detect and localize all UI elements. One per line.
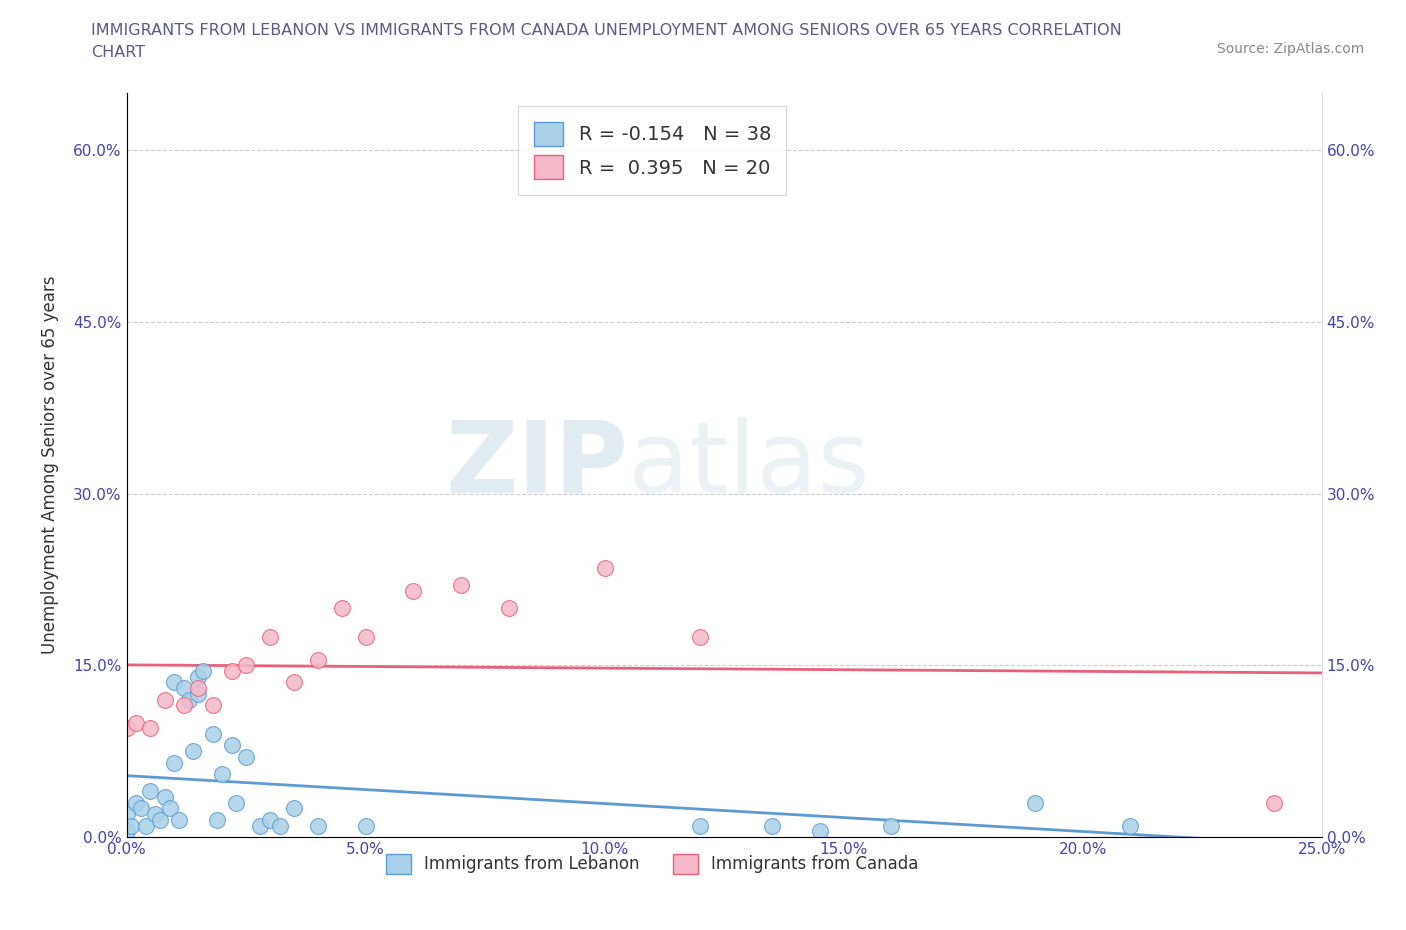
Point — [211, 766, 233, 781]
Point — [177, 692, 200, 707]
Point — [1024, 795, 1046, 810]
Point — [135, 818, 157, 833]
Text: Source: ZipAtlas.com: Source: ZipAtlas.com — [1216, 42, 1364, 56]
Point — [143, 806, 166, 821]
Point — [153, 790, 176, 804]
Point — [402, 583, 425, 598]
Point — [354, 818, 377, 833]
Point — [283, 801, 305, 816]
Point — [1263, 795, 1285, 810]
Point — [163, 755, 186, 770]
Point — [115, 824, 138, 839]
Point — [173, 681, 195, 696]
Point — [139, 721, 162, 736]
Point — [191, 664, 214, 679]
Point — [225, 795, 247, 810]
Point — [259, 630, 281, 644]
Point — [125, 715, 148, 730]
Point — [120, 818, 142, 833]
Point — [221, 664, 243, 679]
Point — [330, 601, 353, 616]
Point — [125, 795, 148, 810]
Point — [187, 681, 209, 696]
Point — [283, 675, 305, 690]
Point — [235, 750, 257, 764]
Point — [880, 818, 903, 833]
Point — [207, 813, 229, 828]
Point — [129, 801, 152, 816]
Point — [167, 813, 190, 828]
Point — [201, 726, 224, 741]
Point — [159, 801, 181, 816]
Text: IMMIGRANTS FROM LEBANON VS IMMIGRANTS FROM CANADA UNEMPLOYMENT AMONG SENIORS OVE: IMMIGRANTS FROM LEBANON VS IMMIGRANTS FR… — [91, 23, 1122, 38]
Point — [235, 658, 257, 672]
Text: atlas: atlas — [628, 417, 870, 513]
Point — [221, 738, 243, 753]
Point — [187, 686, 209, 701]
Point — [498, 601, 520, 616]
Point — [1119, 818, 1142, 833]
Point — [689, 818, 711, 833]
Point — [201, 698, 224, 712]
Point — [808, 824, 831, 839]
Point — [115, 806, 138, 821]
Point — [139, 784, 162, 799]
Text: CHART: CHART — [91, 45, 145, 60]
Text: ZIP: ZIP — [446, 417, 628, 513]
Point — [259, 813, 281, 828]
Point — [269, 818, 291, 833]
Point — [163, 675, 186, 690]
Point — [307, 818, 329, 833]
Point — [249, 818, 271, 833]
Point — [173, 698, 195, 712]
Point — [354, 630, 377, 644]
Point — [149, 813, 172, 828]
Point — [187, 670, 209, 684]
Point — [307, 652, 329, 667]
Legend: Immigrants from Lebanon, Immigrants from Canada: Immigrants from Lebanon, Immigrants from… — [380, 847, 925, 881]
Point — [689, 630, 711, 644]
Point — [183, 744, 205, 759]
Point — [593, 561, 616, 576]
Point — [761, 818, 783, 833]
Point — [153, 692, 176, 707]
Point — [115, 721, 138, 736]
Point — [450, 578, 472, 592]
Y-axis label: Unemployment Among Seniors over 65 years: Unemployment Among Seniors over 65 years — [41, 276, 59, 654]
